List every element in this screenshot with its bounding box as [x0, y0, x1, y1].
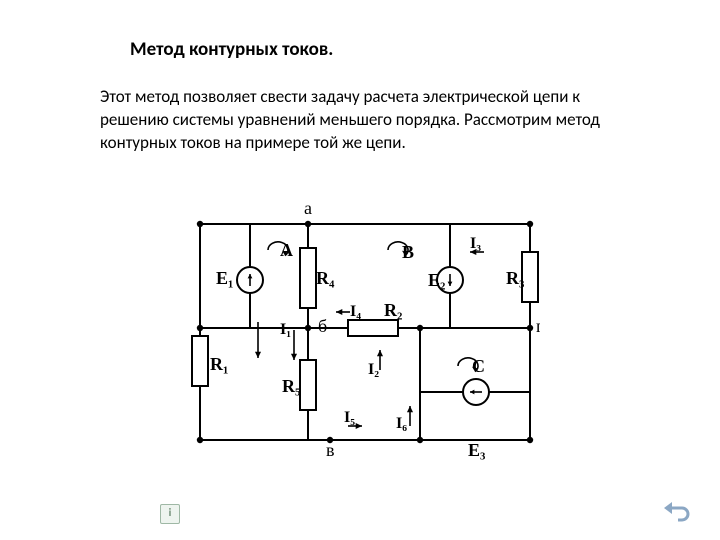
- svg-text:E₃: E₃: [468, 440, 486, 460]
- svg-text:г: г: [536, 316, 540, 336]
- info-icon[interactable]: i: [160, 504, 180, 524]
- paragraph: Этот метод позволяет свести задачу расче…: [100, 86, 640, 155]
- svg-text:С: С: [472, 356, 485, 376]
- svg-text:I₅: I₅: [344, 409, 355, 426]
- svg-text:I₄: I₄: [350, 303, 361, 320]
- svg-text:I₆: I₆: [396, 415, 407, 432]
- svg-text:R₅: R₅: [282, 376, 300, 396]
- svg-text:а: а: [304, 200, 312, 218]
- svg-text:I₂: I₂: [368, 361, 379, 378]
- circuit-diagram: R₄ R₁ R₅ R₂ R₃ E₁ E₂ E₃ а б в г А В С I₁ I₄ I₃ I₂ I₅ I₆: [180, 200, 540, 460]
- svg-text:I₁: I₁: [280, 321, 291, 338]
- svg-text:E₁: E₁: [216, 268, 233, 288]
- svg-text:В: В: [402, 242, 414, 262]
- svg-text:А: А: [280, 240, 293, 260]
- return-icon[interactable]: [662, 498, 690, 522]
- svg-text:б: б: [318, 316, 327, 336]
- svg-text:E₂: E₂: [428, 270, 445, 290]
- svg-text:R₂: R₂: [384, 300, 402, 320]
- svg-text:R₁: R₁: [210, 354, 228, 374]
- svg-text:R₄: R₄: [316, 268, 335, 288]
- svg-text:в: в: [326, 440, 335, 460]
- svg-text:R₃: R₃: [506, 268, 525, 288]
- page-title: Метод контурных токов.: [130, 38, 333, 61]
- svg-text:I₃: I₃: [470, 235, 481, 252]
